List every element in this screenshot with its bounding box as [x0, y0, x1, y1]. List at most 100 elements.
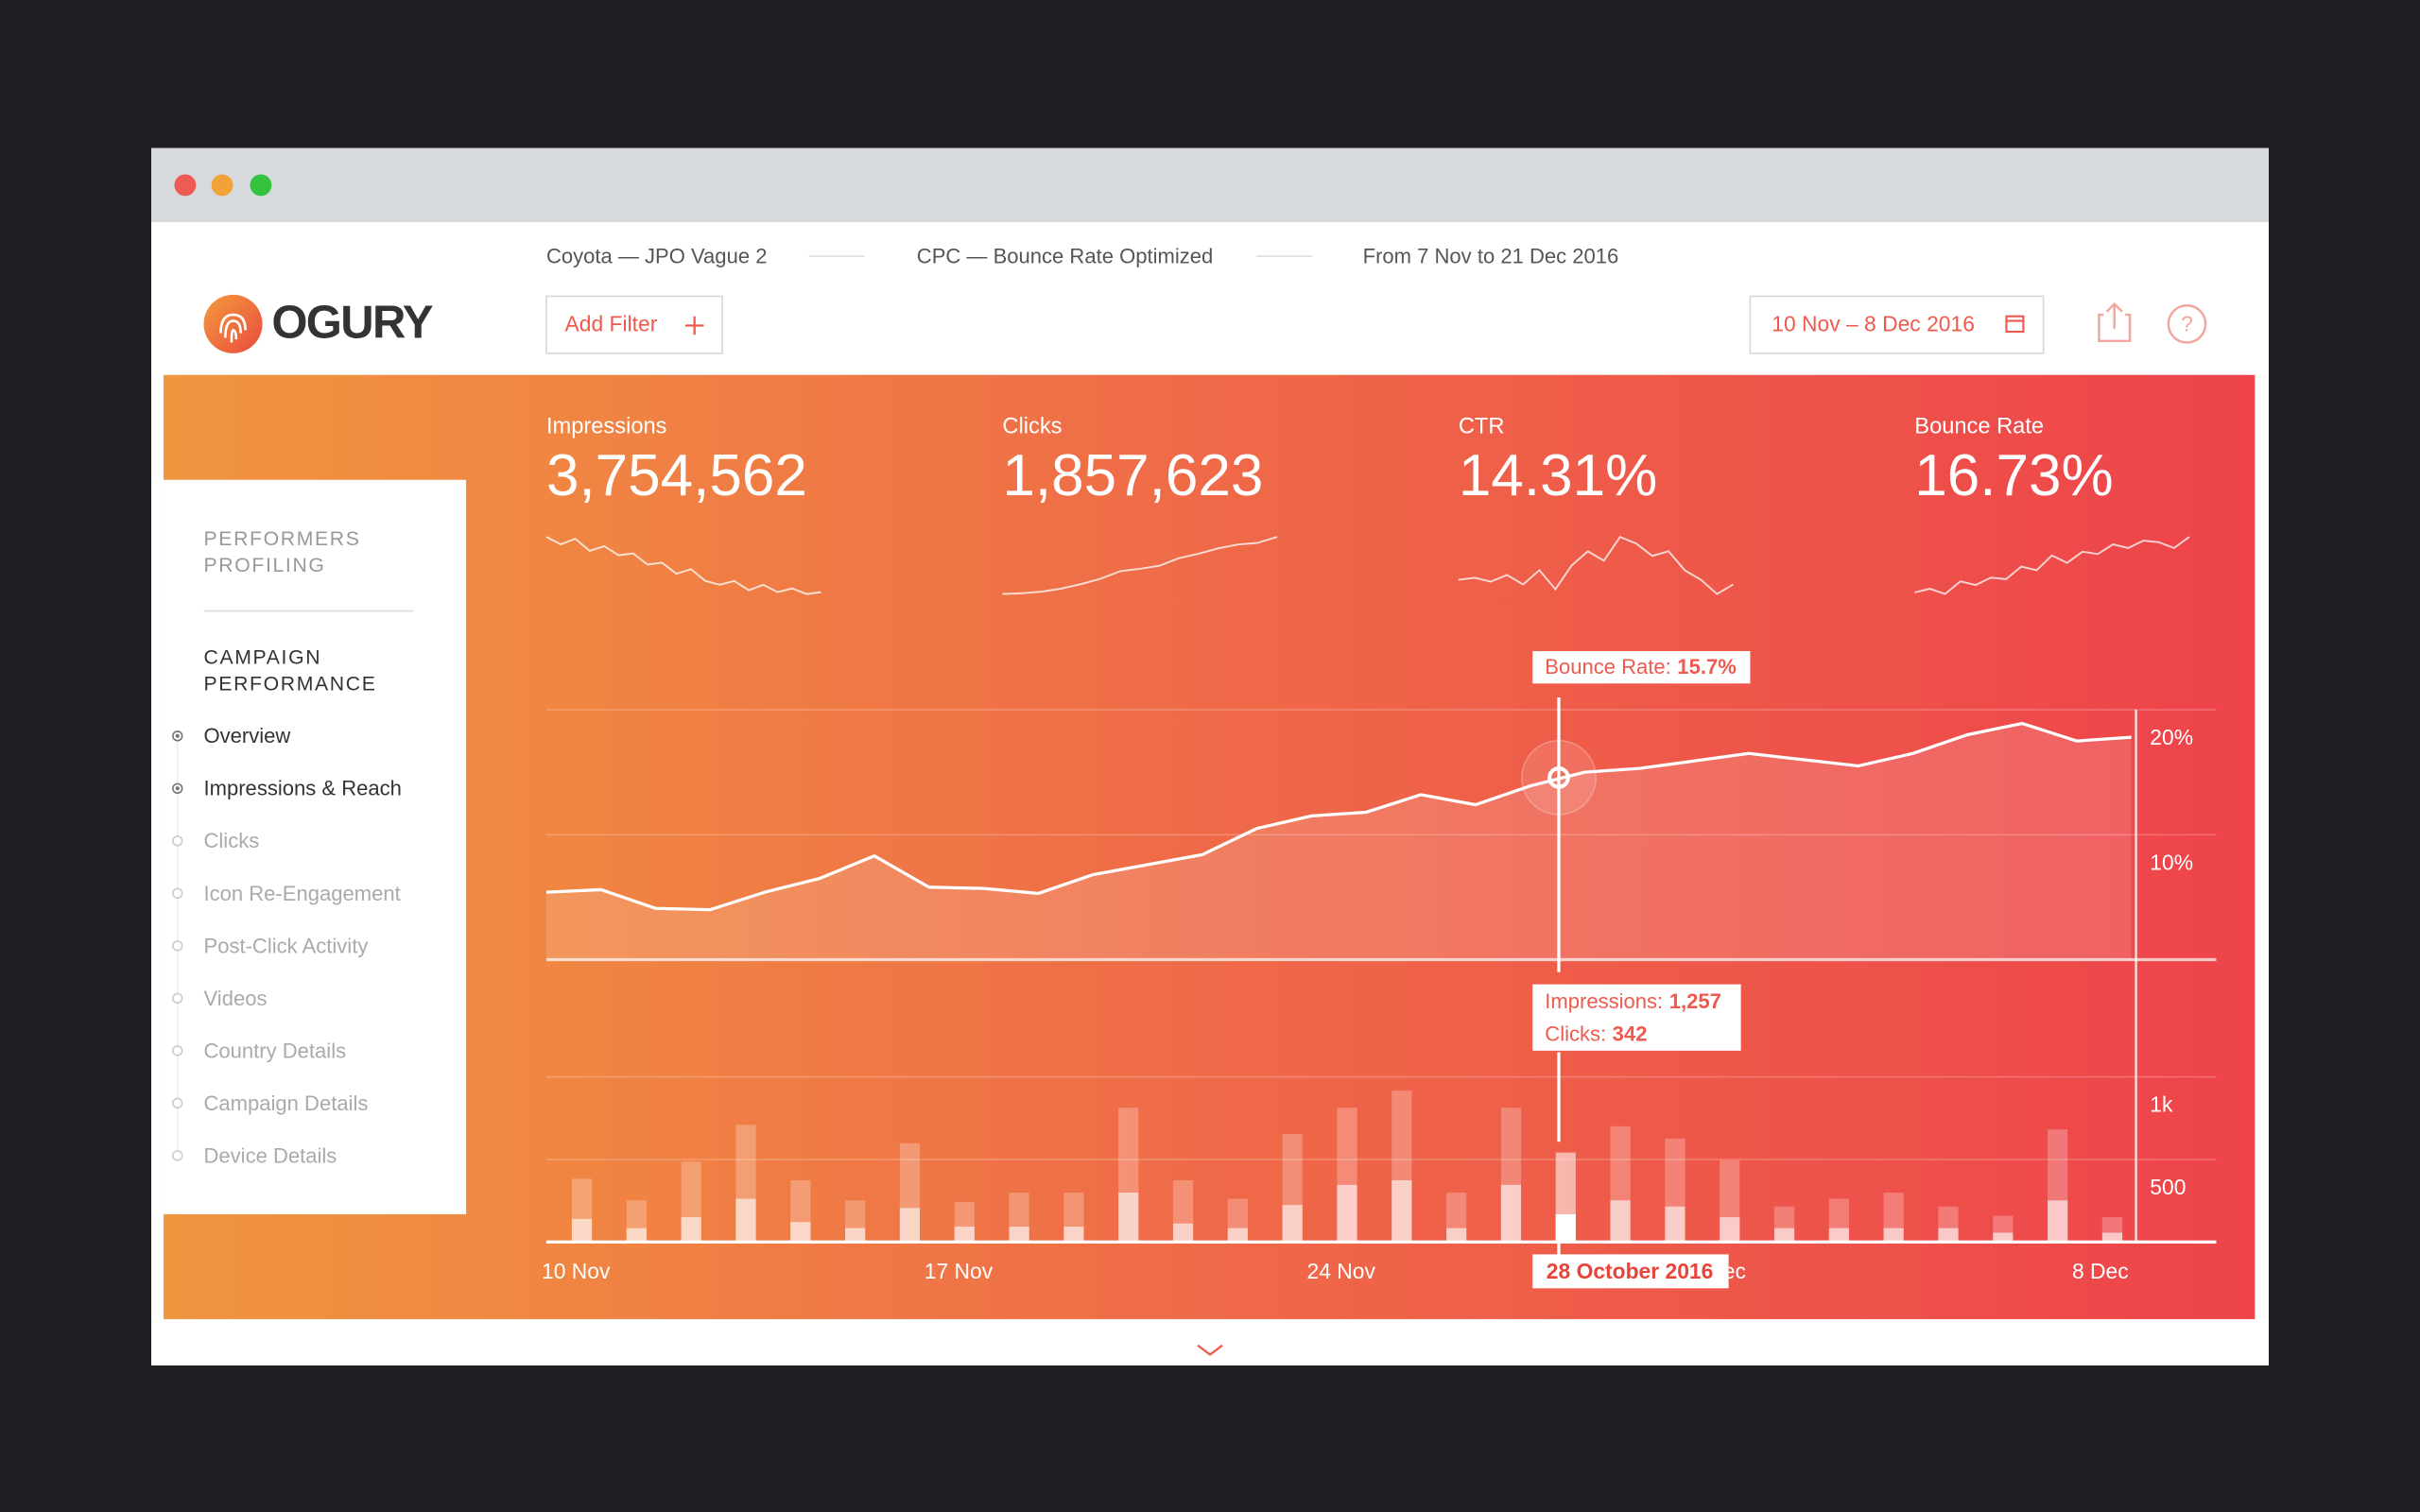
hero-panel: [164, 374, 2256, 1319]
nav-item[interactable]: Country Details: [204, 1039, 347, 1062]
clicks-bar: [2101, 1232, 2123, 1243]
kpi-label: Impressions: [546, 414, 667, 438]
crumb: Coyota — JPO Vague 2: [546, 244, 768, 267]
kpi-value: 3,754,562: [546, 443, 807, 508]
clicks-bar: [571, 1218, 593, 1243]
scroll-down[interactable]: [1197, 1344, 1223, 1356]
tooltip-label: Bounce Rate:: [1545, 655, 1671, 679]
kpi-value: 14.31%: [1459, 443, 1657, 508]
y-tick-label: 20%: [2150, 725, 2193, 749]
clicks-bar: [1665, 1206, 1685, 1243]
date-range: 10 Nov – 8 Dec 2016: [1772, 312, 1975, 336]
nav-bullet: [172, 1097, 183, 1109]
clicks-bar: [1773, 1228, 1795, 1243]
crumb: From 7 Nov to 21 Dec 2016: [1363, 244, 1619, 267]
tooltip-value: 342: [1613, 1022, 1648, 1045]
date-tooltip-text: 28 October 2016: [1547, 1259, 1714, 1283]
clicks-bar: [1883, 1228, 1904, 1243]
clicks-bar: [1337, 1184, 1357, 1243]
hover-point: [1547, 766, 1570, 789]
zoom-button[interactable]: [250, 174, 272, 197]
nav-section: PERFORMANCE: [204, 674, 377, 696]
nav-bullet: [172, 835, 183, 847]
tooltip-text: Impressions: 1,257: [1545, 989, 1721, 1013]
clicks-bar: [1555, 1213, 1576, 1243]
nav-bullet: [172, 940, 183, 952]
help-icon: ?: [2181, 312, 2193, 336]
clicks-bar: [1172, 1223, 1194, 1243]
date-picker[interactable]: [1749, 295, 2045, 354]
clicks-bar: [1282, 1205, 1303, 1243]
y-tick-label: 1k: [2150, 1092, 2173, 1117]
kpi-label: CTR: [1459, 414, 1505, 438]
x-tick-label: 24 Nov: [1307, 1259, 1376, 1283]
crumb: CPC — Bounce Rate Optimized: [917, 244, 1213, 267]
sparkline: [1458, 535, 1734, 595]
nav-item[interactable]: Clicks: [204, 829, 260, 852]
sparkline: [545, 536, 821, 595]
nav-bullet: [172, 992, 183, 1005]
nav-item[interactable]: Impressions & Reach: [204, 777, 402, 800]
nav-item[interactable]: Overview: [204, 724, 291, 747]
tooltip-label: Clicks:: [1545, 1022, 1606, 1045]
nav-item[interactable]: Campaign Details: [204, 1091, 369, 1115]
clicks-bar: [899, 1208, 921, 1243]
nav-bullet: [172, 1045, 183, 1057]
nav-item[interactable]: Device Details: [204, 1143, 337, 1167]
hover-halo: [1520, 739, 1597, 816]
clicks-bar: [1828, 1228, 1849, 1243]
clicks-bar: [1993, 1232, 2014, 1243]
tooltip: [1532, 984, 1741, 1051]
plus-icon: [684, 316, 704, 335]
clicks-bar: [1118, 1193, 1139, 1243]
clicks-bar: [626, 1228, 647, 1243]
x-tick-label: 10 Nov: [542, 1259, 611, 1283]
title-bar: [151, 147, 2269, 223]
y-tick-label: 10%: [2150, 850, 2193, 874]
tooltip-text: Bounce Rate: 15.7%: [1545, 655, 1737, 679]
clicks-bar: [1392, 1179, 1412, 1243]
clicks-bar: [790, 1222, 811, 1243]
kpi-value: 1,857,623: [1002, 443, 1263, 508]
clicks-bar: [1610, 1200, 1631, 1243]
brand: OGURY: [271, 297, 433, 348]
help-button[interactable]: [2167, 304, 2207, 344]
nav-item[interactable]: Videos: [204, 987, 268, 1010]
close-button[interactable]: [174, 174, 197, 197]
nav-bullet: [172, 1150, 183, 1161]
clicks-bar: [2048, 1200, 2068, 1243]
clicks-bar: [681, 1217, 701, 1243]
clicks-bar: [954, 1227, 975, 1243]
kpi-value: 16.73%: [1914, 443, 2113, 508]
clicks-bar: [1500, 1184, 1522, 1243]
sparkline: [1914, 536, 2190, 595]
clicks-bar: [1446, 1228, 1467, 1243]
minimize-button[interactable]: [211, 174, 233, 197]
kpi-label: Bounce Rate: [1914, 414, 2044, 438]
tooltip-value: 1,257: [1669, 989, 1721, 1013]
add-filter-label: Add Filter: [565, 312, 658, 336]
fingerprint-icon: [219, 313, 247, 343]
clicks-bar: [1720, 1217, 1740, 1243]
nav-section: CAMPAIGN: [204, 647, 322, 669]
nav-section: PROFILING: [204, 555, 326, 576]
share-button[interactable]: [2098, 301, 2132, 343]
tooltip-value: 15.7%: [1677, 655, 1737, 679]
clicks-bar: [1009, 1227, 1029, 1243]
sparkline: [1002, 536, 1278, 595]
tooltip: [1532, 650, 1751, 684]
sidebar: [164, 479, 467, 1214]
y-tick-label: 500: [2150, 1175, 2186, 1199]
x-tick-label: 17 Nov: [925, 1259, 994, 1283]
kpi-label: Clicks: [1002, 414, 1062, 438]
clicks-bar: [845, 1228, 866, 1243]
nav-item[interactable]: Post-Click Activity: [204, 934, 369, 957]
clicks-bar: [735, 1198, 756, 1243]
nav-item[interactable]: Icon Re-Engagement: [204, 882, 401, 905]
date-tooltip: [1532, 1254, 1729, 1289]
calendar-icon: [2005, 315, 2025, 334]
clicks-bar: [1227, 1228, 1248, 1243]
nav-bullet: [172, 887, 183, 900]
clicks-bar: [1938, 1228, 1959, 1243]
